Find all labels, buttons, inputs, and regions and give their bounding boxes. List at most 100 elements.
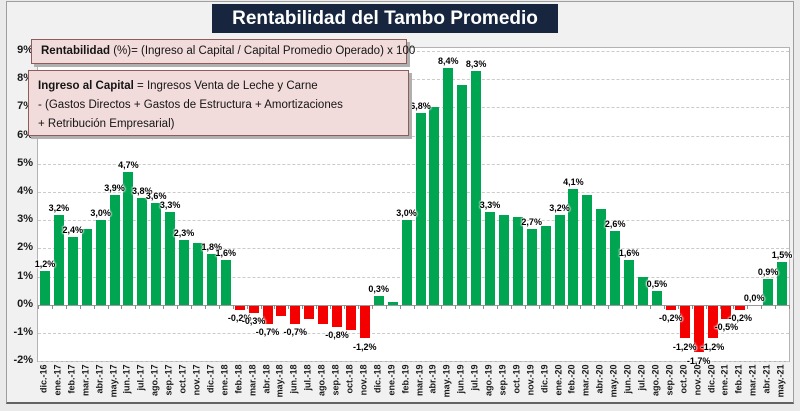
- y-axis-label: 5%: [17, 156, 33, 169]
- bar-feb.-18: [234, 305, 245, 311]
- bar-mar.-19: [415, 113, 426, 305]
- axis-tick: [705, 304, 707, 309]
- x-axis-label: abr.-20: [594, 364, 605, 394]
- axis-tick: [79, 304, 81, 309]
- bar-value-label: 0,5%: [646, 278, 668, 289]
- x-axis-label: jun.-17: [121, 364, 132, 394]
- gridline: [38, 361, 789, 362]
- bar-sep.-19: [498, 214, 509, 305]
- bar-ene.-17: [53, 214, 64, 305]
- axis-tick: [246, 304, 248, 309]
- axis-tick: [38, 304, 39, 309]
- x-axis-label: jul.-18: [302, 364, 313, 391]
- bar-value-label: -1,2%: [353, 341, 377, 352]
- bar-may.-18: [276, 305, 287, 316]
- bar-value-label: 0,3%: [368, 284, 389, 295]
- formula-term: Rentabilidad: [41, 45, 111, 57]
- bar-value-label: -0,2%: [659, 313, 683, 324]
- x-axis-label: abr.-19: [427, 364, 438, 394]
- bar-dic.-16: [40, 270, 50, 305]
- bar-abr.-18: [262, 305, 273, 325]
- axis-tick: [163, 304, 165, 309]
- chart-object: Rentabilidad del Tambo Promedio 1,2% 3,2%…: [6, 1, 794, 404]
- axis-tick: [65, 304, 67, 309]
- bar-dic.-19: [540, 225, 551, 305]
- bar-sep.-18: [332, 305, 342, 328]
- bar-value-label: 1,6%: [618, 247, 640, 258]
- x-axis-label: sep.-19: [497, 364, 508, 396]
- x-axis-label: oct.-19: [511, 364, 522, 394]
- x-axis-label: oct.-20: [678, 364, 689, 394]
- bar-value-label: 4,1%: [563, 177, 584, 188]
- x-axis-label: nov.-18: [358, 364, 369, 396]
- x-axis-label: abr.-18: [261, 364, 271, 394]
- axis-tick: [385, 304, 387, 309]
- bar-ago.-20: [651, 290, 662, 305]
- x-axis-label: may.-18: [274, 364, 285, 398]
- gridline: [38, 276, 789, 278]
- x-axis-label: ene.-20: [553, 364, 563, 396]
- axis-tick: [580, 304, 582, 309]
- axis-tick: [413, 304, 415, 309]
- bar-oct.-20: [679, 305, 690, 339]
- formula-line-3: + Retribución Empresarial): [38, 118, 175, 130]
- bar-value-label: -0,7%: [283, 327, 308, 338]
- axis-tick: [719, 304, 721, 309]
- axis-tick: [399, 304, 401, 309]
- bar-value-label: 8,4%: [438, 55, 459, 66]
- axis-tick: [566, 304, 568, 309]
- axis-tick: [302, 304, 304, 309]
- bar-value-label: -1,2%: [700, 341, 725, 352]
- gridline: [38, 51, 789, 52]
- bar-value-label: 3,2%: [549, 202, 570, 213]
- formula-annotation-ingreso: Ingreso al Capital = Ingresos Venta de L…: [28, 70, 409, 136]
- x-axis-label: ene.-17: [52, 364, 63, 396]
- axis-tick: [149, 304, 151, 309]
- x-axis-label: jun.-19: [455, 364, 466, 394]
- bar-may.-19: [443, 67, 454, 305]
- x-axis-label: oct.-17: [177, 364, 188, 394]
- gridline: [38, 135, 789, 137]
- page-title: Rentabilidad del Tambo Promedio: [212, 4, 558, 33]
- bar-feb.-19: [401, 220, 412, 305]
- bar-sep.-20: [665, 305, 676, 311]
- x-axis-label: ene.-19: [386, 364, 397, 396]
- axis-tick: [93, 304, 95, 309]
- gridline: [38, 79, 789, 81]
- axis-tick: [121, 304, 123, 309]
- axis-tick: [496, 304, 498, 309]
- bar-ago.-18: [318, 305, 329, 325]
- axis-tick: [232, 304, 234, 309]
- bar-value-label: 2,7%: [521, 216, 542, 227]
- gridline: [38, 220, 789, 222]
- bar-value-label: 3,3%: [159, 199, 181, 210]
- axis-tick: [552, 304, 554, 309]
- bar-value-label: 6,8%: [410, 101, 431, 111]
- x-axis-label: feb.-18: [233, 364, 244, 394]
- bar-jul.-20: [638, 276, 648, 305]
- x-axis-label: mar.-21: [747, 364, 758, 397]
- x-axis-label: dic.-17: [205, 364, 216, 394]
- x-axis-label: jun.-20: [622, 364, 633, 394]
- x-axis: dic.-16 ene.-17 feb.-17 mar.-17 abr.-17 may.-…: [37, 360, 797, 404]
- axis-tick: [455, 304, 457, 309]
- gridline: [38, 332, 789, 334]
- formula-line-2: - (Gastos Directos + Gastos de Estructur…: [38, 99, 343, 111]
- axis-tick: [344, 304, 345, 309]
- x-axis-label: dic.-18: [372, 364, 383, 394]
- axis-tick: [510, 304, 512, 309]
- bar-value-label: 3,2%: [48, 202, 70, 213]
- x-axis-label: nov.-17: [191, 364, 202, 396]
- bar-value-label: -0,5%: [714, 321, 739, 332]
- axis-tick: [636, 304, 637, 309]
- formula-line-1: Ingreso al Capital = Ingresos Venta de L…: [38, 77, 408, 96]
- y-axis-label: -2%: [13, 354, 33, 366]
- bar-mar.-20: [582, 194, 593, 305]
- bar-jun.-19: [457, 84, 468, 305]
- y-axis-label: 9%: [17, 44, 33, 56]
- axis-tick: [288, 304, 290, 309]
- bar-oct.-19: [512, 217, 523, 305]
- bar-may.-20: [610, 231, 621, 305]
- bar-value-label: 0,9%: [757, 267, 779, 278]
